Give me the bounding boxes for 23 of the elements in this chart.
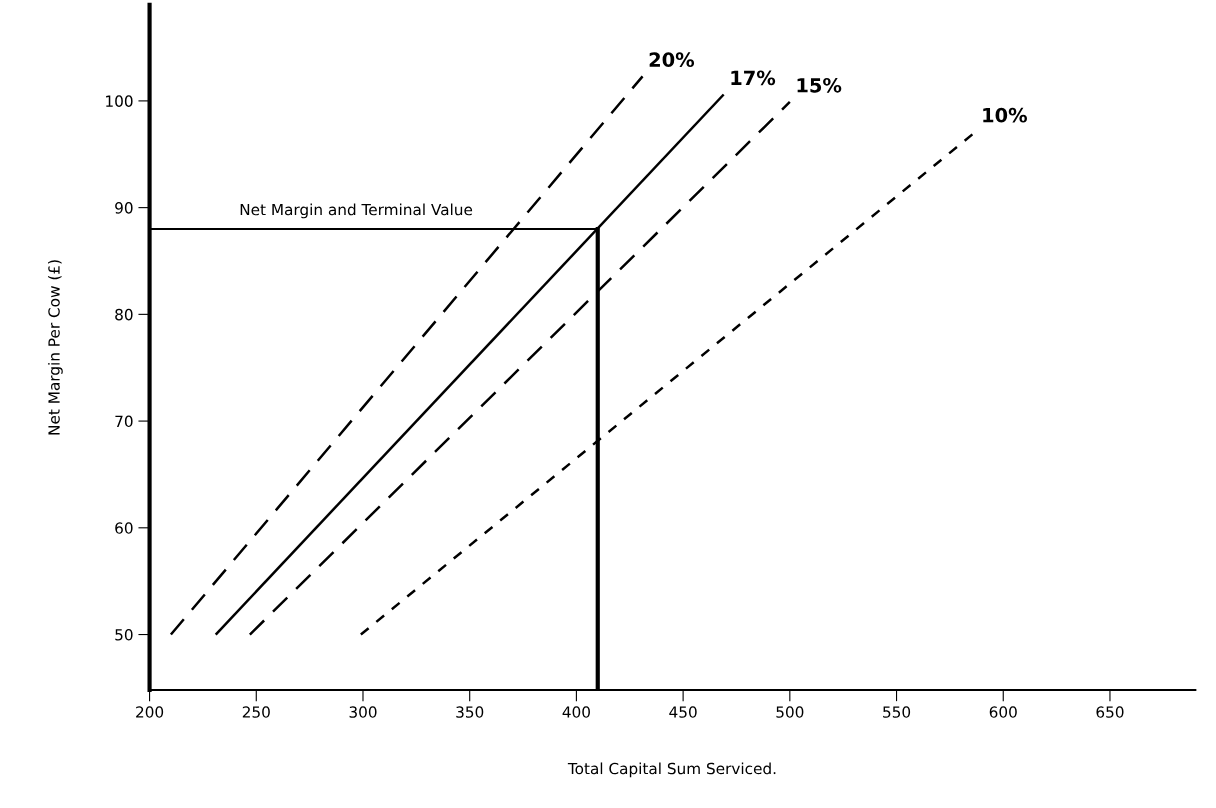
y-tick-label: 60 bbox=[115, 522, 133, 534]
ref-line-label: Net Margin and Terminal Value bbox=[240, 203, 473, 219]
x-tick-label: 350 bbox=[456, 706, 484, 718]
series-label: 20% bbox=[649, 52, 695, 68]
x-tick-label: 450 bbox=[669, 706, 697, 718]
series-label: 10% bbox=[983, 107, 1027, 123]
series-label: 17% bbox=[731, 70, 776, 86]
y-tick-label: 50 bbox=[115, 629, 133, 641]
y-axis-title: Net Margin Per Cow (£) bbox=[47, 260, 63, 435]
x-tick-label: 650 bbox=[1096, 706, 1124, 718]
x-tick-label: 200 bbox=[136, 706, 164, 718]
y-tick-label: 70 bbox=[115, 415, 133, 428]
x-tick-label: 250 bbox=[242, 706, 270, 718]
y-tick-label: 100 bbox=[106, 95, 133, 107]
x-axis-title: Total Capital Sum Serviced. bbox=[567, 762, 776, 778]
x-tick-label: 500 bbox=[776, 706, 804, 718]
x-tick-label: 300 bbox=[349, 706, 377, 718]
y-tick-label: 80 bbox=[115, 308, 133, 321]
y-tick-label: 90 bbox=[115, 202, 133, 214]
x-tick-label: 400 bbox=[562, 706, 590, 718]
x-tick-label: 600 bbox=[989, 706, 1017, 718]
x-tick-label: 550 bbox=[883, 706, 911, 718]
series-label: 15% bbox=[797, 77, 842, 93]
